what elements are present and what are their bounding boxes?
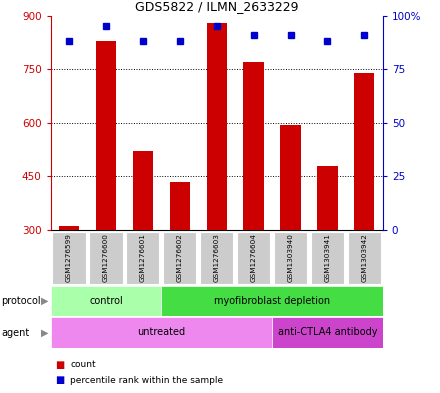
Bar xyxy=(170,182,190,230)
Text: ▶: ▶ xyxy=(40,296,48,306)
Text: untreated: untreated xyxy=(137,327,185,338)
Bar xyxy=(96,41,116,230)
Text: count: count xyxy=(70,360,96,369)
Text: agent: agent xyxy=(1,328,29,338)
Bar xyxy=(317,165,337,230)
Bar xyxy=(280,125,301,230)
Text: GSM1276602: GSM1276602 xyxy=(177,233,183,282)
Text: GSM1303941: GSM1303941 xyxy=(324,233,330,282)
Bar xyxy=(237,232,270,284)
Title: GDS5822 / ILMN_2633229: GDS5822 / ILMN_2633229 xyxy=(135,0,298,13)
Text: GSM1276604: GSM1276604 xyxy=(251,233,257,282)
Text: GSM1276599: GSM1276599 xyxy=(66,233,72,282)
Bar xyxy=(59,226,79,230)
Text: GSM1276601: GSM1276601 xyxy=(140,233,146,282)
Text: ■: ■ xyxy=(55,360,64,370)
Text: GSM1303940: GSM1303940 xyxy=(287,233,293,282)
Bar xyxy=(206,23,227,230)
Text: GSM1303942: GSM1303942 xyxy=(361,233,367,282)
Bar xyxy=(354,73,374,230)
Bar xyxy=(133,151,153,230)
Bar xyxy=(51,317,272,348)
Bar xyxy=(243,62,264,230)
Text: myofibroblast depletion: myofibroblast depletion xyxy=(214,296,330,306)
Text: GSM1276603: GSM1276603 xyxy=(214,233,220,282)
Bar xyxy=(161,286,383,316)
Bar xyxy=(348,232,381,284)
Bar xyxy=(51,286,161,316)
Bar xyxy=(272,317,383,348)
Text: ▶: ▶ xyxy=(40,328,48,338)
Text: percentile rank within the sample: percentile rank within the sample xyxy=(70,376,224,384)
Text: control: control xyxy=(89,296,123,306)
Bar xyxy=(274,232,307,284)
Bar xyxy=(163,232,196,284)
Text: GSM1276600: GSM1276600 xyxy=(103,233,109,282)
Bar xyxy=(52,232,86,284)
Bar xyxy=(200,232,233,284)
Text: anti-CTLA4 antibody: anti-CTLA4 antibody xyxy=(278,327,377,338)
Bar xyxy=(126,232,159,284)
Bar xyxy=(89,232,123,284)
Bar xyxy=(311,232,344,284)
Text: protocol: protocol xyxy=(1,296,40,306)
Text: ■: ■ xyxy=(55,375,64,385)
